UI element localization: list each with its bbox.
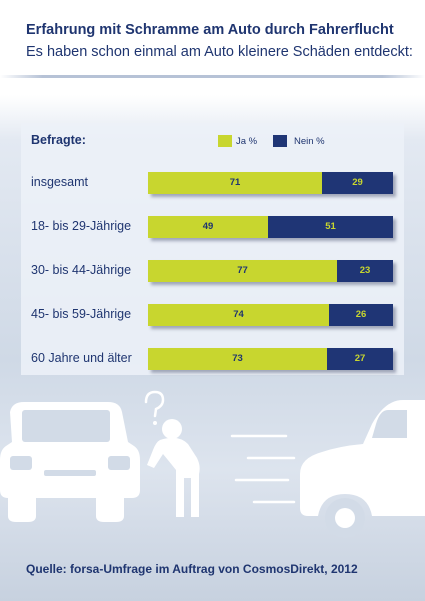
data-label: 51 <box>325 221 336 232</box>
stacked-bar: 71 29 <box>148 172 393 194</box>
legend-ja-label: Ja % <box>236 136 258 147</box>
legend-title: Befragte: <box>31 133 86 147</box>
bar-segment-ja: 73 <box>148 348 327 370</box>
stacked-bar: 77 23 <box>148 260 393 282</box>
data-label: 77 <box>237 265 248 276</box>
bar-segment-nein: 51 <box>268 216 393 238</box>
bar-segment-ja: 49 <box>148 216 268 238</box>
stacked-bar: 49 51 <box>148 216 393 238</box>
bar-segment-ja: 71 <box>148 172 322 194</box>
data-label: 49 <box>202 221 214 232</box>
category-label: 60 Jahre und älter <box>31 351 132 365</box>
illustration-driver-and-cars <box>0 390 425 538</box>
chart-subtitle: Es haben schon einmal am Auto kleinere S… <box>26 44 413 60</box>
chart-title: Erfahrung mit Schramme am Auto durch Fah… <box>26 22 394 38</box>
bar-segment-nein: 26 <box>329 304 393 326</box>
legend-nein-label: Nein % <box>294 136 325 147</box>
bar-segment-ja: 74 <box>148 304 329 326</box>
bar-segment-nein: 27 <box>327 348 393 370</box>
data-label: 29 <box>352 177 363 188</box>
data-label: 27 <box>354 353 366 364</box>
chart-panel <box>21 123 404 375</box>
data-label: 71 <box>229 177 241 188</box>
legend-nein-swatch <box>273 135 287 147</box>
data-label: 23 <box>359 265 371 276</box>
source-note: Quelle: forsa-Umfrage im Auftrag von Cos… <box>26 562 358 576</box>
category-label: 30- bis 44-Jährige <box>31 263 132 277</box>
stacked-bar: 73 27 <box>148 348 393 370</box>
bar-segment-nein: 23 <box>337 260 393 282</box>
data-label: 74 <box>233 309 244 320</box>
data-label: 26 <box>355 309 367 320</box>
data-label: 73 <box>232 353 243 364</box>
bar-segment-nein: 29 <box>322 172 393 194</box>
category-label: 45- bis 59-Jährige <box>31 307 132 321</box>
legend-ja-swatch <box>218 135 232 147</box>
category-label: insgesamt <box>31 175 88 189</box>
bar-segment-ja: 77 <box>148 260 337 282</box>
stacked-bar: 74 26 <box>148 304 393 326</box>
header: Erfahrung mit Schramme am Auto durch Fah… <box>0 0 425 92</box>
category-label: 18- bis 29-Jährige <box>31 219 132 233</box>
header-divider <box>0 75 425 78</box>
